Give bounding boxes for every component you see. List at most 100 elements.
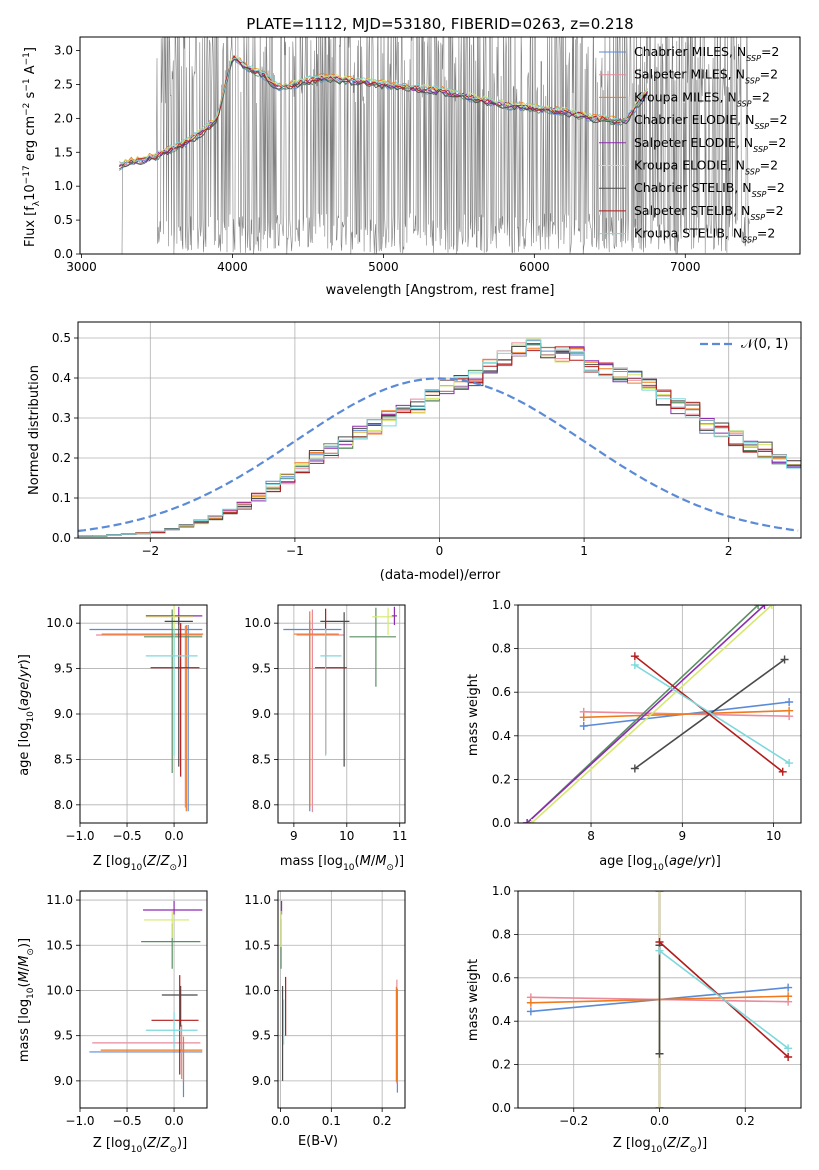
age_vs_mass-xtick-label: 11 <box>392 829 407 843</box>
weight_vs_age-series-c7 <box>634 655 784 773</box>
weight_vs_age-marker <box>778 767 787 776</box>
age_vs_Z-ytick-label: 9.5 <box>54 662 73 676</box>
weight_vs_age-marker <box>527 819 536 823</box>
residuals-ytick-label: 0.1 <box>52 491 71 505</box>
spectrum-model-c8 <box>119 57 648 164</box>
mass_vs_Z-xtick-label: −0.5 <box>112 1114 141 1128</box>
weight_vs_Z-ytick-label: 0.4 <box>492 1014 511 1028</box>
weight_vs_age-marker <box>579 721 588 730</box>
spectrum-ytick-label: 2.0 <box>54 111 73 125</box>
legend-label: Kroupa MILES, NSSP=2 <box>634 89 770 108</box>
residual-xlabel: (data-model)/error <box>380 568 501 583</box>
mass_vs_Z-ytick-label: 11.0 <box>46 893 73 907</box>
age_vs_mass-xtick-label: 9 <box>290 829 298 843</box>
ebv-xlabel: E(B-V) <box>298 1134 338 1149</box>
weight_vs_age-marker <box>767 605 776 609</box>
weight_vs_age-ytick-label: 0.8 <box>492 642 511 656</box>
residuals-xtick-label: −2 <box>141 544 159 558</box>
weight_vs_age-marker <box>630 652 639 661</box>
mass_vs_Z-frame <box>79 890 208 1109</box>
weight-Z-ylabel: mass weight <box>466 959 481 1041</box>
weight_vs_age-marker <box>785 698 794 707</box>
weight_vs_age-marker <box>579 713 588 722</box>
spectrum-xlabel: wavelength [Angstrom, rest frame] <box>326 283 555 298</box>
age_vs_Z-ytick-label: 8.0 <box>54 798 73 812</box>
mass_vs_Z-xtick-label: −1.0 <box>65 1114 94 1128</box>
spectrum-xtick-label: 6000 <box>519 260 550 274</box>
weight_vs_age-marker <box>760 605 769 609</box>
residuals-ytick-label: 0.3 <box>52 411 71 425</box>
residuals-plot <box>78 338 801 537</box>
age_vs_mass-xtick-label: 10 <box>339 829 354 843</box>
spectrum-model-c6 <box>118 59 648 170</box>
weight_vs_Z-marker <box>655 1049 664 1058</box>
weight_vs_age-ytick-label: 0.0 <box>492 816 511 830</box>
age_vs_Z-plot <box>89 605 204 812</box>
weight_vs_Z-marker <box>526 1007 535 1016</box>
residuals-normal-curve <box>78 377 799 533</box>
weight_vs_age-plot <box>523 605 794 823</box>
legend-label: Kroupa STELIB, NSSP=2 <box>634 226 775 245</box>
spectrum-model-c5 <box>119 55 648 165</box>
weight_vs_age-ytick-label: 1.0 <box>492 598 511 612</box>
weight-age-ylabel: mass weight <box>466 674 481 756</box>
weight_vs_Z-marker <box>655 937 664 946</box>
spectrum-ytick-label: 2.5 <box>54 77 73 91</box>
weight_vs_Z-ytick-label: 0.8 <box>492 927 511 941</box>
residuals-xtick-label: 0 <box>436 544 444 558</box>
age_vs_mass-frame <box>277 604 406 824</box>
age_vs_mass-ytick-label: 8.0 <box>252 798 271 812</box>
weight_vs_age-xtick-label: 8 <box>587 829 595 843</box>
mass_vs_ebv-ytick-label: 10.5 <box>244 938 271 952</box>
mass_vs_ebv-frame <box>277 890 406 1109</box>
weight_vs_Z-marker <box>655 891 664 895</box>
weight_vs_Z-marker <box>784 992 793 1001</box>
mass_vs_ebv-xtick-label: 0.1 <box>322 1114 341 1128</box>
weight_vs_age-marker <box>780 655 789 664</box>
agemass-xlabel: mass [log10(M/M⊙)] <box>280 854 404 873</box>
plot-layer: 3000 4000 5000 6000 7000 0.0 0.5 1.0 1.5 2.0 2.5 3.… <box>46 36 802 1128</box>
weight_vs_age-series-c4 <box>526 605 766 823</box>
mass_vs_ebv-ytick-label: 11.0 <box>244 893 271 907</box>
weight_vs_age-series-c8 <box>634 664 790 764</box>
spectrum-ytick-label: 3.0 <box>54 44 73 58</box>
mass_vs_ebv-xtick-label: 0.2 <box>373 1114 392 1128</box>
age_vs_Z-xtick-label: −1.0 <box>65 829 94 843</box>
mass_vs_Z-plot <box>89 900 203 1098</box>
spectrum-ytick-label: 1.5 <box>54 145 73 159</box>
age_vs_mass-ytick-label: 9.5 <box>252 662 271 676</box>
weight_vs_Z-xtick-label: 0.0 <box>650 1114 669 1128</box>
weight_vs_age-marker <box>630 660 639 669</box>
residuals-frame <box>77 321 802 539</box>
age_vs_Z-ytick-label: 10.0 <box>46 616 73 630</box>
age_vs_Z-ytick-label: 8.5 <box>54 752 73 766</box>
residual-ylabel: Normed distribution <box>27 365 42 495</box>
mass_vs_ebv-ytick-label: 9.0 <box>252 1074 271 1088</box>
age_vs_Z-frame <box>79 604 208 824</box>
age_vs_mass-plot <box>283 606 398 813</box>
spectrum-model-c7 <box>119 54 648 167</box>
weight_vs_age-series-c5 <box>531 605 773 823</box>
age_vs_Z-ytick-label: 9.0 <box>54 707 73 721</box>
mass_vs_Z-xtick-label: 0.0 <box>165 1114 184 1128</box>
spectrum-ytick-label: 0.0 <box>54 247 73 261</box>
mass_vs_Z-ytick-label: 9.0 <box>54 1074 73 1088</box>
weight_vs_Z-series-c8 <box>659 950 789 1049</box>
weight_vs_age-marker <box>754 605 763 609</box>
mass_vs_Z-ytick-label: 10.0 <box>46 983 73 997</box>
mass_vs_ebv-ytick-label: 9.5 <box>252 1029 271 1043</box>
weight_vs_Z-ytick-label: 0.2 <box>492 1058 511 1072</box>
spectrum-xtick-label: 7000 <box>670 260 701 274</box>
weight_vs_Z-marker <box>784 1044 793 1053</box>
residuals-ytick-label: 0.5 <box>52 331 71 345</box>
residuals-ytick-label: 0.0 <box>52 531 71 545</box>
weightage-xlabel: age [log10(age/yr)] <box>599 854 721 873</box>
weight_vs_Z-xtick-label: 0.2 <box>736 1114 755 1128</box>
legend-label: Chabrier MILES, NSSP=2 <box>634 44 779 63</box>
spectrum-xtick-label: 5000 <box>368 260 399 274</box>
spectrum-axes: 3000 4000 5000 6000 7000 0.0 0.5 1.0 1.5 2.0 2.5 3.… <box>54 44 701 274</box>
weight_vs_age-ytick-label: 0.2 <box>492 772 511 786</box>
mass_vs_Z-ytick-label: 10.5 <box>46 938 73 952</box>
weight_vs_age-xtick-label: 10 <box>766 829 781 843</box>
legend-label: Salpeter MILES, NSSP=2 <box>634 67 778 86</box>
